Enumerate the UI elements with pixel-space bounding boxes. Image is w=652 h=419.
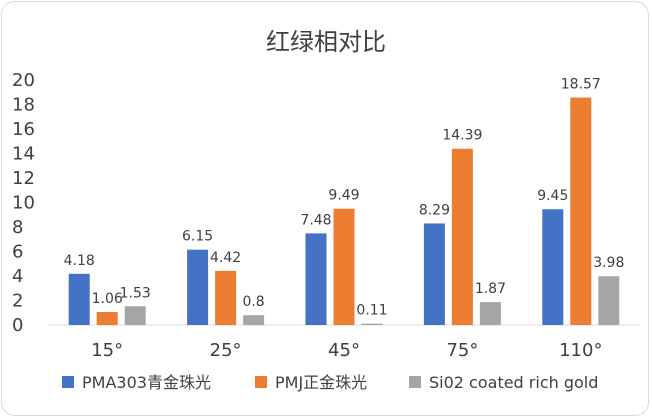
y-tick-label: 0 <box>12 315 23 336</box>
data-label: 14.39 <box>442 128 482 144</box>
y-tick-label: 6 <box>12 242 23 263</box>
y-tick-label: 20 <box>12 70 35 91</box>
legend-label: PMJ正金珠光 <box>275 373 367 392</box>
x-tick-label: 45° <box>328 340 360 361</box>
x-tick-label: 25° <box>210 340 242 361</box>
bar <box>333 208 355 325</box>
data-label: 18.57 <box>561 77 601 93</box>
data-label: 8.29 <box>419 202 450 218</box>
bars <box>68 97 620 325</box>
data-label: 4.42 <box>210 250 241 266</box>
x-axis: 15° 25° 45° 75° 110° <box>91 340 602 361</box>
data-label: 0.11 <box>356 303 387 319</box>
legend-swatch <box>255 376 267 388</box>
data-label: 9.45 <box>537 188 568 204</box>
bar <box>68 273 90 325</box>
y-tick-label: 2 <box>12 291 23 312</box>
x-tick-label: 75° <box>446 340 478 361</box>
data-label: 7.48 <box>300 212 331 228</box>
bar <box>215 270 237 325</box>
x-tick-label: 110° <box>559 340 602 361</box>
bar <box>124 306 146 325</box>
data-label: 6.15 <box>182 229 213 245</box>
bar <box>96 312 118 325</box>
bar <box>479 302 501 325</box>
legend-label: Si02 coated rich gold <box>429 373 598 392</box>
legend-swatch <box>62 376 74 388</box>
legend: PMA303青金珠光 PMJ正金珠光 Si02 coated rich gold <box>62 373 598 392</box>
y-tick-label: 4 <box>12 266 23 287</box>
bar <box>187 249 209 325</box>
bar <box>305 233 327 325</box>
data-labels: 4.18 1.061.53 6.15 4.42 0.8 7.48 9.49 0.11 8.29 1… <box>64 77 625 319</box>
bar <box>243 315 265 325</box>
bar <box>598 276 620 325</box>
legend-label: PMA303青金珠光 <box>82 373 211 392</box>
data-label: 1.06 <box>92 291 123 307</box>
y-tick-label: 10 <box>12 193 35 214</box>
x-tick-label: 15° <box>91 340 123 361</box>
data-label: 1.87 <box>475 281 506 297</box>
y-tick-label: 16 <box>12 119 35 140</box>
y-tick-label: 14 <box>12 144 35 165</box>
y-tick-label: 18 <box>12 95 35 116</box>
y-tick-label: 8 <box>12 217 23 238</box>
data-label: 9.49 <box>328 188 359 204</box>
y-tick-label: 12 <box>12 168 35 189</box>
data-label: 0.8 <box>242 294 264 310</box>
chart-title: 红绿相对比 <box>266 28 386 56</box>
bar <box>361 323 383 325</box>
data-label: 4.18 <box>64 253 95 269</box>
data-label: 1.53 <box>120 285 151 301</box>
y-axis: 0 2 4 6 8 10 12 14 16 18 20 <box>12 70 35 336</box>
bar <box>423 223 445 325</box>
data-label: 3.98 <box>593 255 624 271</box>
bar <box>570 97 592 325</box>
bar <box>542 209 564 325</box>
legend-swatch <box>409 376 421 388</box>
bar <box>451 148 473 325</box>
